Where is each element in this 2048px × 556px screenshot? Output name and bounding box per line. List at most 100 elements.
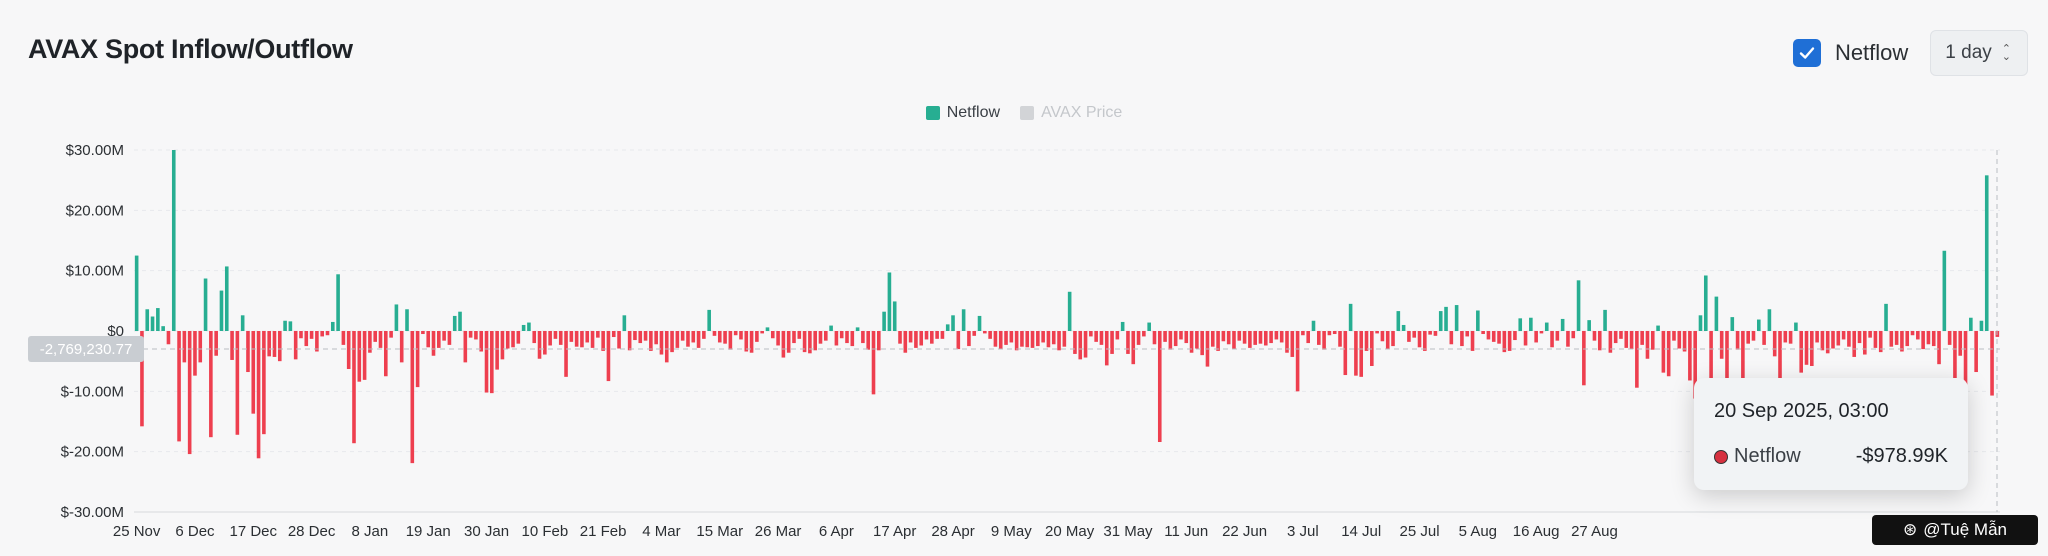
netflow-bar[interactable] [246,331,250,373]
netflow-bar[interactable] [834,331,839,346]
netflow-bar[interactable] [1184,331,1189,344]
netflow-bar[interactable] [1953,331,1957,379]
netflow-bar[interactable] [1905,331,1910,347]
netflow-bar[interactable] [574,331,579,347]
netflow-bar[interactable] [606,331,611,382]
netflow-bar[interactable] [1036,331,1040,347]
netflow-bar[interactable] [1810,331,1814,366]
netflow-bar[interactable] [1979,320,1984,331]
netflow-bar[interactable] [1703,275,1708,331]
netflow-bar[interactable] [1131,331,1136,365]
netflow-bar[interactable] [871,331,876,395]
netflow-bar[interactable] [1926,331,1931,345]
netflow-bar[interactable] [590,331,595,348]
netflow-bar[interactable] [235,331,240,435]
netflow-bar[interactable] [1969,317,1973,331]
netflow-bar[interactable] [654,331,658,345]
netflow-bar[interactable] [1189,331,1194,353]
legend-avax-price[interactable]: AVAX Price [1020,104,1122,122]
netflow-bar[interactable] [1285,331,1289,353]
netflow-bar[interactable] [1078,331,1083,360]
netflow-bar[interactable] [1746,331,1750,344]
netflow-bar[interactable] [1120,321,1125,331]
netflow-bar[interactable] [1195,331,1199,349]
netflow-bar[interactable] [1359,331,1364,377]
netflow-bar[interactable] [1290,331,1295,357]
netflow-bar[interactable] [1762,331,1766,345]
netflow-bar[interactable] [368,331,372,353]
netflow-bar[interactable] [611,331,616,338]
netflow-bar[interactable] [304,331,309,347]
netflow-bar[interactable] [1550,331,1554,348]
netflow-bar[interactable] [405,309,409,331]
netflow-bar[interactable] [187,331,192,455]
netflow-bar[interactable] [1831,331,1835,349]
netflow-bar[interactable] [744,331,749,352]
netflow-bar[interactable] [1226,331,1231,345]
netflow-bar[interactable] [1783,331,1788,343]
netflow-bar[interactable] [1534,331,1538,343]
netflow-bar[interactable] [516,331,521,344]
netflow-bar[interactable] [415,331,420,388]
netflow-bar[interactable] [861,331,865,344]
netflow-bar[interactable] [733,331,738,336]
netflow-bar[interactable] [532,331,537,344]
netflow-bar[interactable] [1020,331,1024,347]
netflow-bar[interactable] [1613,331,1618,344]
netflow-bar[interactable] [1693,331,1697,399]
netflow-bar[interactable] [447,331,452,345]
netflow-bar[interactable] [1009,331,1014,343]
netflow-bar[interactable] [1274,331,1279,340]
netflow-bar[interactable] [749,331,754,353]
netflow-bar[interactable] [675,331,680,348]
netflow-bar[interactable] [1253,331,1257,345]
netflow-bar[interactable] [712,331,717,336]
netflow-bar[interactable] [1142,331,1146,337]
netflow-bar[interactable] [1544,322,1549,331]
netflow-bar[interactable] [1476,310,1480,331]
netflow-bar[interactable] [839,331,844,339]
netflow-bar[interactable] [1650,331,1655,350]
netflow-bar[interactable] [1173,331,1178,347]
netflow-bar[interactable] [1454,305,1459,331]
interval-select[interactable]: 1 day ⌃ ⌄ [1930,30,2028,76]
netflow-bar[interactable] [1804,331,1809,365]
netflow-bar[interactable] [1947,331,1952,345]
netflow-bar[interactable] [1868,331,1872,338]
netflow-bar[interactable] [940,331,945,339]
netflow-bar[interactable] [1301,331,1305,336]
netflow-bar[interactable] [924,331,929,340]
netflow-bar[interactable] [1370,331,1374,366]
netflow-bar[interactable] [1491,331,1496,342]
netflow-bar[interactable] [882,311,886,331]
netflow-bar[interactable] [1836,331,1841,346]
netflow-bar[interactable] [399,331,404,363]
netflow-bar[interactable] [521,324,526,331]
netflow-bar[interactable] [739,331,743,340]
netflow-bar[interactable] [1597,331,1602,351]
netflow-bar[interactable] [362,331,367,380]
netflow-bar[interactable] [1380,331,1385,342]
netflow-bar[interactable] [1046,331,1051,348]
netflow-bar[interactable] [691,331,696,343]
netflow-bar[interactable] [1099,331,1104,345]
netflow-bar[interactable] [670,331,674,353]
netflow-bar[interactable] [240,315,245,331]
netflow-bar[interactable] [1444,306,1448,331]
netflow-bar[interactable] [755,331,759,342]
netflow-bar[interactable] [1931,331,1936,347]
netflow-bar[interactable] [1354,331,1358,376]
netflow-bar[interactable] [1449,331,1454,345]
netflow-bar[interactable] [564,331,568,377]
netflow-bar[interactable] [1237,331,1242,341]
netflow-bar[interactable] [161,326,165,331]
netflow-bar[interactable] [649,331,653,351]
netflow-bar[interactable] [818,331,823,344]
netflow-bar[interactable] [977,315,982,331]
netflow-bar[interactable] [723,331,727,344]
netflow-bar[interactable] [410,331,415,464]
netflow-bar[interactable] [993,331,998,347]
netflow-bar[interactable] [1279,331,1284,343]
netflow-bar[interactable] [1338,331,1342,347]
netflow-bar[interactable] [272,331,277,357]
